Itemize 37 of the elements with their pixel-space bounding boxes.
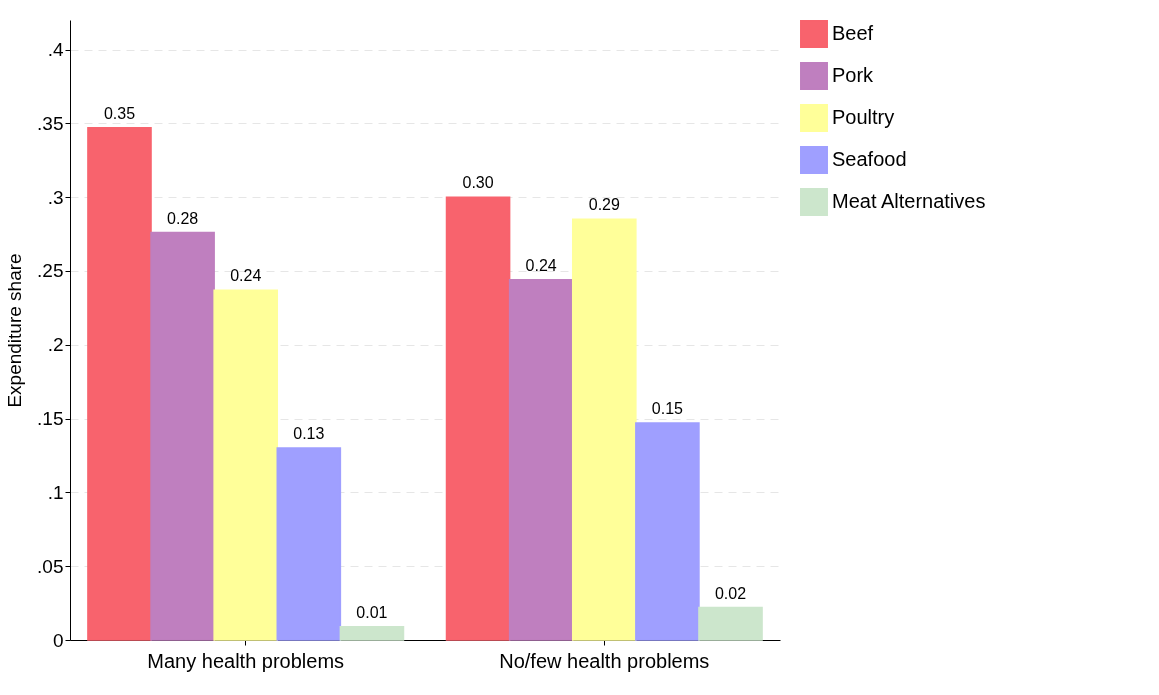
- data-label: 0.35: [103, 104, 136, 122]
- y-tick-label: .25: [37, 260, 64, 282]
- y-tick-label: 0: [52, 629, 64, 651]
- legend-label: Pork: [832, 64, 875, 86]
- y-tick-label: .35: [37, 112, 64, 134]
- legend-label: Meat Alternatives: [832, 190, 986, 212]
- data-label: 0.24: [525, 256, 557, 274]
- data-label: 0.15: [651, 400, 684, 417]
- bar: [213, 289, 279, 641]
- y-tick-label: .05: [37, 555, 64, 577]
- bar: [445, 196, 511, 641]
- data-label: 0.01: [356, 603, 388, 621]
- data-label: 0.30: [462, 174, 494, 192]
- data-label: 0.28: [167, 209, 199, 227]
- y-tick-label: .1: [47, 481, 64, 503]
- y-tick-label: .3: [47, 186, 64, 208]
- legend-label: Poultry: [832, 106, 895, 128]
- data-label: 0.02: [714, 584, 747, 602]
- x-tick-label: No/few health problems: [499, 649, 710, 672]
- bar: [150, 231, 215, 641]
- bar: [276, 447, 342, 641]
- bar: [698, 606, 763, 641]
- data-label: 0.24: [230, 267, 262, 285]
- data-label: 0.29: [588, 196, 620, 214]
- y-tick-label: .4: [47, 39, 64, 61]
- legend-label: Beef: [832, 22, 874, 44]
- y-tick-label: .15: [37, 408, 64, 430]
- bar: [87, 127, 152, 641]
- x-tick-label: Many health problems: [147, 649, 345, 672]
- legend-label: Seafood: [832, 148, 907, 170]
- bar: [339, 625, 405, 641]
- data-label: 0.13: [293, 425, 325, 443]
- y-axis-title: Expenditure share: [4, 253, 26, 408]
- bar: [571, 218, 637, 641]
- bar: [508, 279, 574, 641]
- y-tick-label: .2: [47, 334, 64, 356]
- bar: [635, 422, 700, 641]
